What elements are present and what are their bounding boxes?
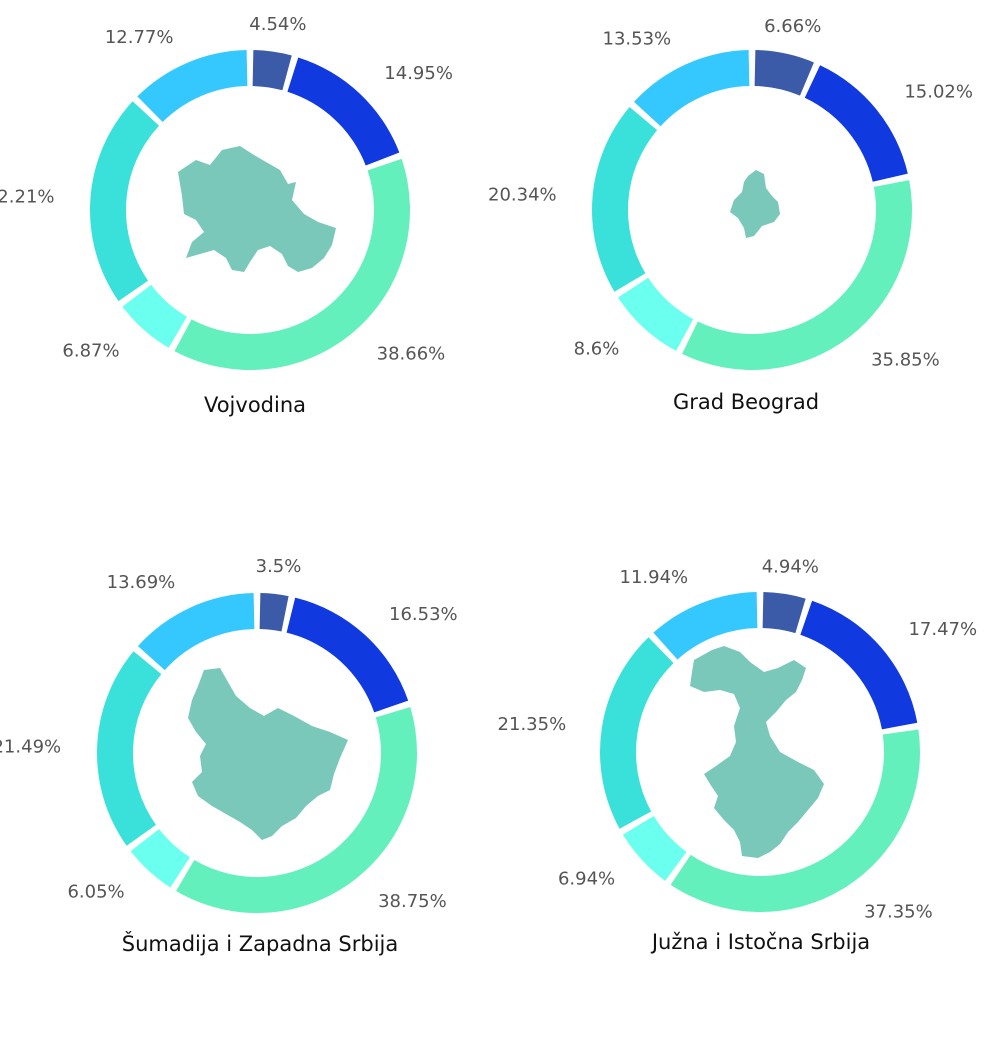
slice-percent-label: 4.94%: [762, 556, 819, 577]
donut-chart-vojvodina: Vojvodina 4.54% 14.95% 38.66% 6.87% 22.21% 12…: [0, 14, 453, 417]
slice-percent-label: 38.66%: [377, 343, 446, 364]
donut-slice: [762, 592, 806, 634]
donut-slice: [137, 50, 248, 122]
donut-slice: [97, 651, 162, 846]
slice-percent-label: 11.94%: [620, 567, 689, 588]
slice-percent-label: 6.66%: [764, 16, 821, 37]
slice-labels: 4.54% 14.95% 38.66% 6.87% 22.21% 12.77%: [0, 14, 453, 365]
chart-title: Grad Beograd: [673, 390, 819, 414]
donut-slice: [137, 593, 255, 671]
donut-slice: [670, 729, 920, 912]
slice-percent-label: 20.34%: [488, 185, 557, 206]
donut-slice: [287, 57, 400, 166]
slice-percent-label: 6.87%: [62, 340, 119, 361]
chart-title: Šumadija i Zapadna Srbija: [122, 931, 399, 956]
slice-percent-label: 13.69%: [107, 572, 176, 593]
region-map-sumadija-i-zapadna-srbija: [188, 668, 348, 840]
slice-percent-label: 4.54%: [249, 14, 306, 35]
region-map-vojvodina: [178, 146, 336, 272]
donut-slice: [592, 106, 658, 292]
slice-percent-label: 16.53%: [389, 604, 458, 625]
region-map-grad-beograd: [730, 170, 780, 238]
slice-percent-label: 12.77%: [105, 27, 174, 48]
donut-slices: [592, 50, 912, 370]
donut-slice: [800, 600, 918, 730]
slice-percent-label: 6.05%: [67, 882, 124, 903]
donut-slices: [97, 593, 417, 914]
chart-title: Vojvodina: [204, 393, 306, 417]
slice-percent-label: 13.53%: [603, 29, 672, 50]
donut-slice: [176, 707, 417, 914]
slice-percent-label: 35.85%: [871, 349, 940, 370]
donut-slice: [174, 158, 411, 371]
donut-slice: [259, 593, 289, 632]
slice-percent-label: 17.47%: [908, 619, 977, 640]
donut-chart-juzna-i-istocna-srbija: Južna i Istočna Srbija 4.94% 17.47% 37.35%…: [498, 556, 978, 954]
region-map-juzna-i-istocna-srbija: [690, 646, 824, 858]
donut-chart-grad-beograd: Grad Beograd 6.66% 15.02% 35.85% 8.6% 20.34%…: [488, 16, 973, 414]
donut-slice: [754, 50, 814, 96]
donut-slice: [252, 50, 292, 91]
donut-slice: [130, 829, 190, 888]
slice-percent-label: 38.75%: [378, 891, 447, 912]
slice-percent-label: 3.5%: [256, 556, 302, 577]
slice-percent-label: 14.95%: [384, 63, 453, 84]
donut-slice: [618, 277, 694, 351]
donut-slice: [600, 637, 674, 829]
slice-percent-label: 8.6%: [574, 338, 620, 359]
donut-slice: [89, 101, 160, 302]
slice-labels: 6.66% 15.02% 35.85% 8.6% 20.34% 13.53%: [488, 16, 973, 370]
donut-slice: [804, 65, 908, 182]
slice-percent-label: 21.49%: [0, 736, 61, 757]
donut-slices: [600, 592, 920, 912]
slice-percent-label: 22.21%: [0, 187, 54, 208]
donut-slice: [622, 815, 687, 881]
donut-slice: [122, 284, 187, 348]
donut-slice: [634, 50, 750, 127]
slice-percent-label: 21.35%: [498, 714, 567, 735]
chart-title: Južna i Istočna Srbija: [650, 930, 870, 954]
slice-labels: 3.5% 16.53% 38.75% 6.05% 21.49% 13.69%: [0, 556, 458, 912]
donut-chart-sumadija-i-zapadna-srbija: Šumadija i Zapadna Srbija 3.5% 16.53% 38.7…: [0, 556, 458, 956]
slice-percent-label: 37.35%: [864, 901, 933, 922]
slice-labels: 4.94% 17.47% 37.35% 6.94% 21.35% 11.94%: [498, 556, 978, 922]
slice-percent-label: 6.94%: [558, 869, 615, 890]
donut-slice: [682, 180, 912, 370]
slice-percent-label: 15.02%: [904, 82, 973, 103]
donut-slices: [89, 50, 411, 371]
donut-slice: [653, 592, 758, 660]
donut-slice: [286, 597, 409, 713]
